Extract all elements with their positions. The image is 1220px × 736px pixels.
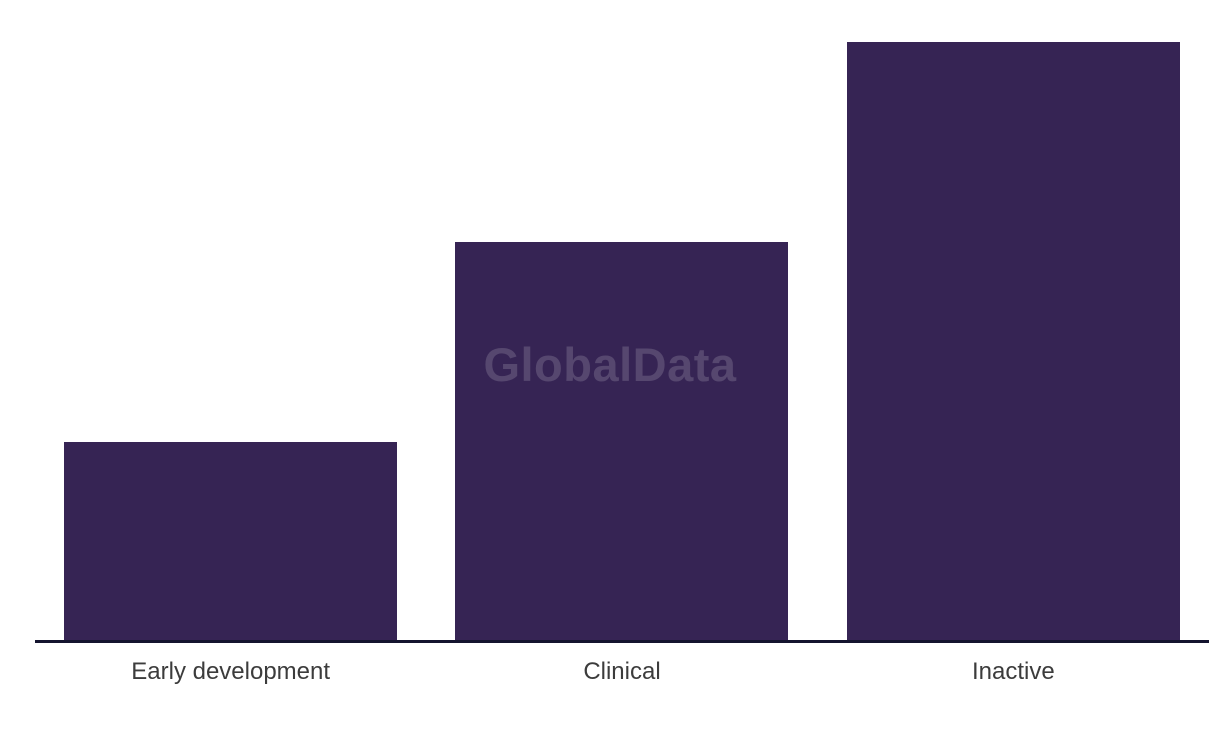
bar-early-development (64, 442, 398, 640)
bar-slot-clinical (426, 0, 817, 640)
x-axis-label-inactive: Inactive (971, 658, 1055, 685)
bar-slot-early-development (35, 0, 426, 640)
x-axis-label-clinical: Clinical (583, 658, 661, 685)
x-axis-label-early-development: Early development (131, 658, 331, 685)
bar-slot-inactive (818, 0, 1209, 640)
plot-area (35, 0, 1209, 640)
x-axis-labels: Early development Clinical Inactive (35, 657, 1209, 687)
bar-clinical (455, 242, 789, 640)
x-axis-line (35, 640, 1209, 643)
bar-inactive (846, 42, 1180, 640)
